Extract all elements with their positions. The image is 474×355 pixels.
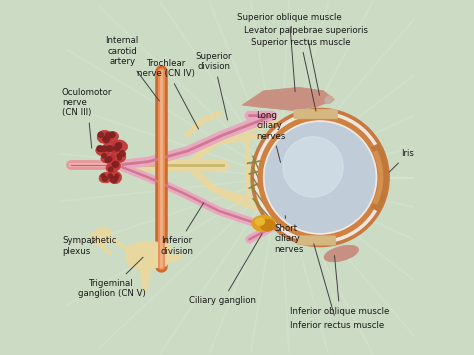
Text: Trigeminal
ganglion (CN V): Trigeminal ganglion (CN V) xyxy=(78,257,146,298)
Circle shape xyxy=(258,116,382,239)
Circle shape xyxy=(98,132,103,137)
Polygon shape xyxy=(90,227,111,246)
Ellipse shape xyxy=(104,142,119,153)
Ellipse shape xyxy=(104,131,118,142)
Ellipse shape xyxy=(111,150,126,163)
Circle shape xyxy=(115,174,119,178)
Text: Superior
division: Superior division xyxy=(196,52,232,120)
Circle shape xyxy=(118,156,121,160)
Circle shape xyxy=(106,146,111,151)
Circle shape xyxy=(103,137,107,141)
Circle shape xyxy=(109,167,113,172)
FancyBboxPatch shape xyxy=(298,236,336,245)
Text: Iris: Iris xyxy=(389,149,414,172)
Circle shape xyxy=(115,143,121,149)
Polygon shape xyxy=(126,241,172,269)
Circle shape xyxy=(283,137,343,197)
Text: Internal
carotid
artery: Internal carotid artery xyxy=(105,36,159,101)
Text: Sympathetic
plexus: Sympathetic plexus xyxy=(62,236,117,256)
Circle shape xyxy=(103,136,109,143)
Circle shape xyxy=(251,109,389,246)
Text: Short
ciliary
nerves: Short ciliary nerves xyxy=(274,215,303,254)
Text: Inferior rectus muscle: Inferior rectus muscle xyxy=(290,244,384,330)
Text: Inferior oblique muscle: Inferior oblique muscle xyxy=(290,256,390,316)
Circle shape xyxy=(109,133,114,138)
Polygon shape xyxy=(242,87,334,110)
Text: Levator palpebrae superioris: Levator palpebrae superioris xyxy=(244,26,368,95)
Circle shape xyxy=(264,121,377,234)
Circle shape xyxy=(117,154,120,158)
Text: Trochlear
nerve (CN IV): Trochlear nerve (CN IV) xyxy=(137,59,199,129)
Text: Inferior
division: Inferior division xyxy=(160,203,204,256)
Ellipse shape xyxy=(106,162,120,172)
Circle shape xyxy=(106,146,111,151)
FancyBboxPatch shape xyxy=(294,110,337,119)
Text: Ciliary ganglion: Ciliary ganglion xyxy=(189,234,262,305)
Text: Superior rectus muscle: Superior rectus muscle xyxy=(251,38,351,111)
Circle shape xyxy=(105,133,111,138)
Circle shape xyxy=(107,157,112,162)
Ellipse shape xyxy=(113,140,128,152)
Ellipse shape xyxy=(261,220,275,231)
Text: Oculomotor
nerve
(CN III): Oculomotor nerve (CN III) xyxy=(62,88,112,148)
Ellipse shape xyxy=(325,96,333,103)
Polygon shape xyxy=(166,253,181,264)
Circle shape xyxy=(255,112,385,243)
Ellipse shape xyxy=(325,99,329,103)
Text: Long
ciliary
nerves: Long ciliary nerves xyxy=(256,111,286,163)
Circle shape xyxy=(108,174,112,178)
Ellipse shape xyxy=(109,171,121,184)
Circle shape xyxy=(111,177,117,183)
Polygon shape xyxy=(140,269,150,291)
Circle shape xyxy=(114,176,118,180)
Circle shape xyxy=(110,132,115,137)
Circle shape xyxy=(112,162,118,168)
Circle shape xyxy=(101,174,105,178)
Circle shape xyxy=(119,151,125,157)
Ellipse shape xyxy=(97,130,111,143)
Ellipse shape xyxy=(252,215,275,231)
Text: Superior oblique muscle: Superior oblique muscle xyxy=(237,13,342,92)
Circle shape xyxy=(97,146,103,152)
Ellipse shape xyxy=(101,153,115,163)
Circle shape xyxy=(102,154,106,158)
Circle shape xyxy=(98,146,102,151)
Ellipse shape xyxy=(99,172,113,183)
Circle shape xyxy=(108,146,114,151)
Circle shape xyxy=(105,158,110,163)
Ellipse shape xyxy=(96,146,109,156)
Circle shape xyxy=(101,146,107,152)
Wedge shape xyxy=(372,144,387,211)
Circle shape xyxy=(114,146,119,151)
Circle shape xyxy=(102,176,108,181)
Ellipse shape xyxy=(255,218,264,225)
Circle shape xyxy=(112,163,116,166)
Circle shape xyxy=(265,123,375,232)
Ellipse shape xyxy=(324,245,358,262)
Circle shape xyxy=(116,143,122,149)
Wedge shape xyxy=(374,151,383,204)
